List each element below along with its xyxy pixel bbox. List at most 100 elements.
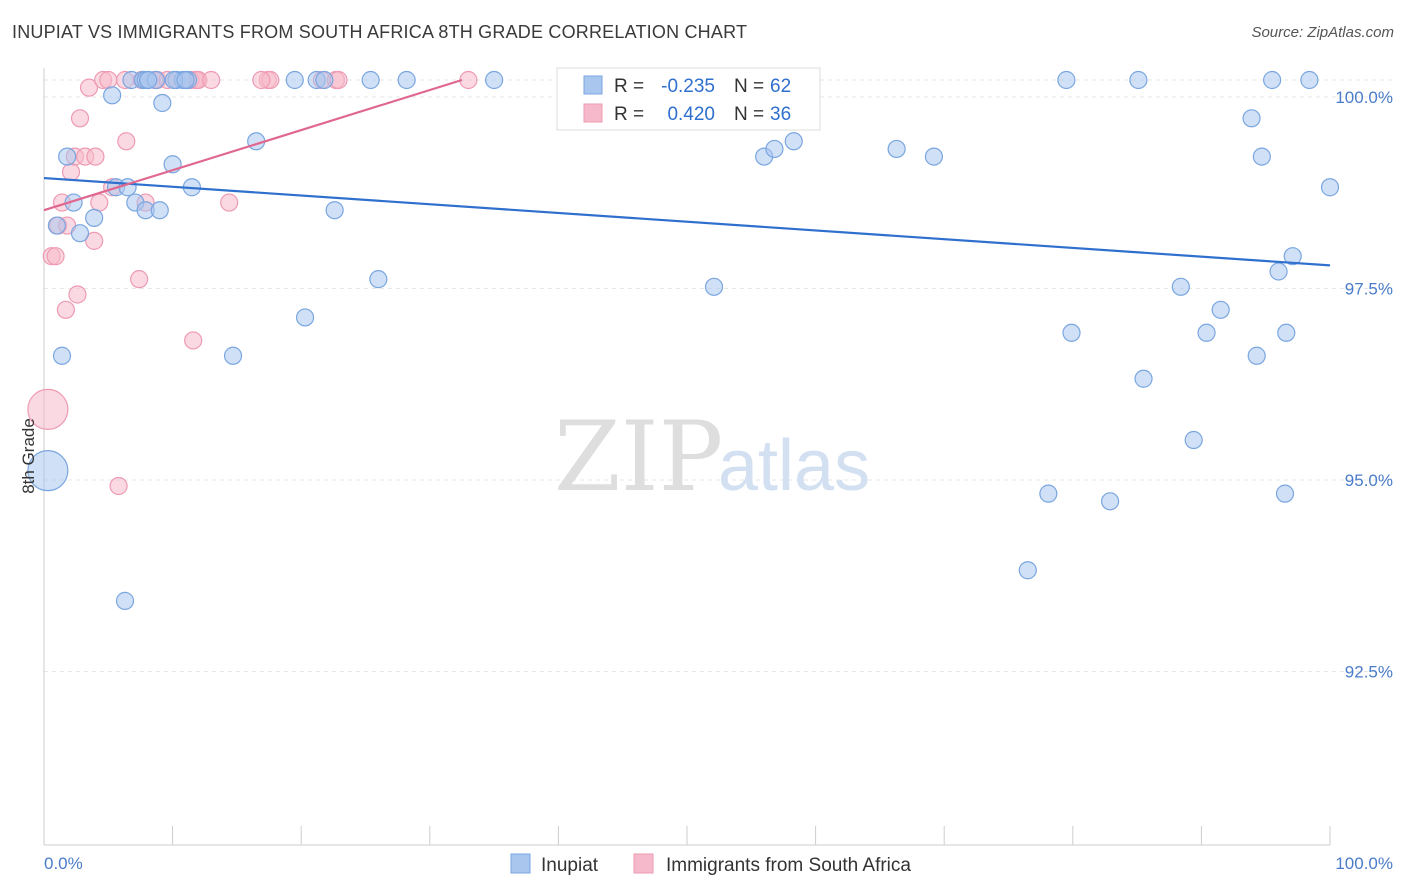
inupiat-point-64 — [1277, 323, 1296, 342]
inupiat-point-21 — [153, 93, 172, 113]
inupiat-point-3 — [58, 147, 77, 166]
inupiat-point-36 — [369, 270, 388, 289]
inupiat-point-46 — [924, 147, 944, 166]
immigrants-point-6 — [56, 300, 75, 319]
legend-n-value-1: 62 — [770, 76, 791, 97]
y-tick-label-0: 100.0% — [1335, 88, 1393, 107]
y-tick-label-2: 95.0% — [1345, 471, 1393, 490]
inupiat-point-7 — [103, 86, 122, 105]
immigrants-point-38 — [252, 70, 271, 90]
inupiat-trend-line — [43, 176, 1331, 267]
inupiat-point-65 — [1283, 247, 1302, 266]
immigrants-point-0 — [27, 388, 69, 430]
legend-r-label-1: R = — [614, 76, 644, 97]
x-tick-label-max: 100.0% — [1335, 854, 1393, 873]
inupiat-point-44 — [765, 139, 784, 159]
inupiat-point-6 — [85, 208, 104, 227]
inupiat-point-55 — [1171, 277, 1190, 296]
source-label: Source: ZipAtlas.com — [1251, 24, 1394, 41]
inupiat-point-41 — [704, 277, 724, 296]
inupiat-point-9 — [115, 591, 135, 610]
series-points-inupiat — [27, 70, 1340, 610]
inupiat-point-35 — [361, 70, 380, 90]
inupiat-point-59 — [1242, 109, 1261, 128]
legend-n-label-2: N = — [734, 104, 764, 125]
inupiat-point-56 — [1197, 323, 1216, 342]
inupiat-point-1 — [47, 216, 66, 235]
legend-r-label-2: R = — [614, 104, 644, 125]
inupiat-point-60 — [1252, 147, 1271, 166]
watermark-zip: ZIP — [554, 401, 723, 513]
inupiat-point-63 — [1275, 484, 1295, 503]
trend-lines — [43, 78, 1331, 267]
immigrants-point-33 — [184, 331, 203, 350]
inupiat-point-38 — [485, 70, 504, 90]
inupiat-point-33 — [315, 70, 334, 90]
immigrants-point-12 — [79, 78, 99, 97]
watermark-atlas: atlas — [718, 426, 870, 506]
bottom-legend-label-inupiat: Inupiat — [541, 855, 599, 876]
immigrants-point-19 — [109, 476, 128, 496]
inupiat-point-58 — [1247, 346, 1266, 365]
inupiat-point-48 — [1039, 484, 1058, 503]
immigrants-point-21 — [117, 132, 136, 151]
immigrants-point-13 — [85, 231, 104, 250]
inupiat-point-34 — [325, 201, 344, 220]
y-axis-label: 8th Grade — [19, 418, 38, 494]
immigrants-point-7 — [61, 162, 81, 182]
immigrants-point-42 — [459, 70, 478, 90]
inupiat-point-45 — [887, 139, 906, 159]
inupiat-point-22 — [139, 70, 158, 90]
x-tick-label-min: 0.0% — [44, 854, 83, 873]
inupiat-point-66 — [1300, 70, 1319, 90]
inupiat-point-30 — [285, 70, 304, 90]
inupiat-point-47 — [1018, 561, 1037, 580]
bottom-legend-swatch-immigrants — [633, 853, 654, 874]
legend-r-value-2: 0.420 — [667, 104, 715, 125]
inupiat-point-31 — [295, 308, 315, 327]
inupiat-point-62 — [1269, 262, 1288, 281]
legend-r-value-1: -0.235 — [661, 76, 715, 97]
stats-legend: R = -0.235 N = 62 R = 0.420 N = 36 — [556, 67, 821, 131]
inupiat-point-52 — [1129, 70, 1148, 90]
inupiat-point-37 — [397, 70, 416, 90]
immigrants-point-10 — [70, 109, 90, 128]
gridlines — [44, 79, 1395, 672]
legend-n-value-2: 36 — [770, 104, 791, 125]
chart-title: INUPIAT VS IMMIGRANTS FROM SOUTH AFRICA … — [12, 22, 748, 42]
inupiat-point-53 — [1134, 369, 1153, 388]
inupiat-point-28 — [223, 346, 243, 365]
inupiat-point-27 — [176, 70, 195, 90]
immigrants-point-9 — [68, 285, 87, 304]
inupiat-point-50 — [1062, 323, 1081, 342]
inupiat-point-57 — [1211, 300, 1230, 319]
inupiat-point-54 — [1184, 430, 1203, 450]
inupiat-point-5 — [70, 224, 90, 243]
immigrants-point-14 — [86, 147, 105, 166]
y-tick-labels: 100.0% 97.5% 95.0% 92.5% — [1335, 88, 1393, 682]
inupiat-point-0 — [27, 450, 69, 492]
inupiat-point-23 — [150, 201, 169, 220]
inupiat-point-43 — [784, 132, 803, 151]
inupiat-point-51 — [1100, 492, 1120, 511]
immigrants-point-15 — [90, 193, 109, 212]
inupiat-point-61 — [1263, 70, 1282, 90]
immigrants-point-34 — [202, 70, 221, 90]
immigrants-point-35 — [220, 193, 239, 212]
immigrants-point-22 — [130, 270, 149, 289]
inupiat-point-2 — [52, 346, 72, 365]
immigrants-point-2 — [46, 247, 65, 266]
immigrants-trend-line — [43, 78, 463, 212]
legend-swatch-inupiat — [583, 75, 603, 95]
y-tick-label-3: 92.5% — [1345, 663, 1393, 682]
watermark: ZIP atlas — [554, 401, 870, 513]
inupiat-point-67 — [1320, 178, 1340, 197]
immigrants-point-17 — [99, 70, 118, 90]
legend-n-label-1: N = — [734, 76, 764, 97]
legend-swatch-immigrants — [583, 103, 603, 123]
x-ticks — [43, 826, 1331, 845]
inupiat-point-49 — [1057, 70, 1076, 90]
y-tick-label-1: 97.5% — [1345, 280, 1393, 299]
series-legend: Inupiat Immigrants from South Africa — [510, 853, 911, 876]
